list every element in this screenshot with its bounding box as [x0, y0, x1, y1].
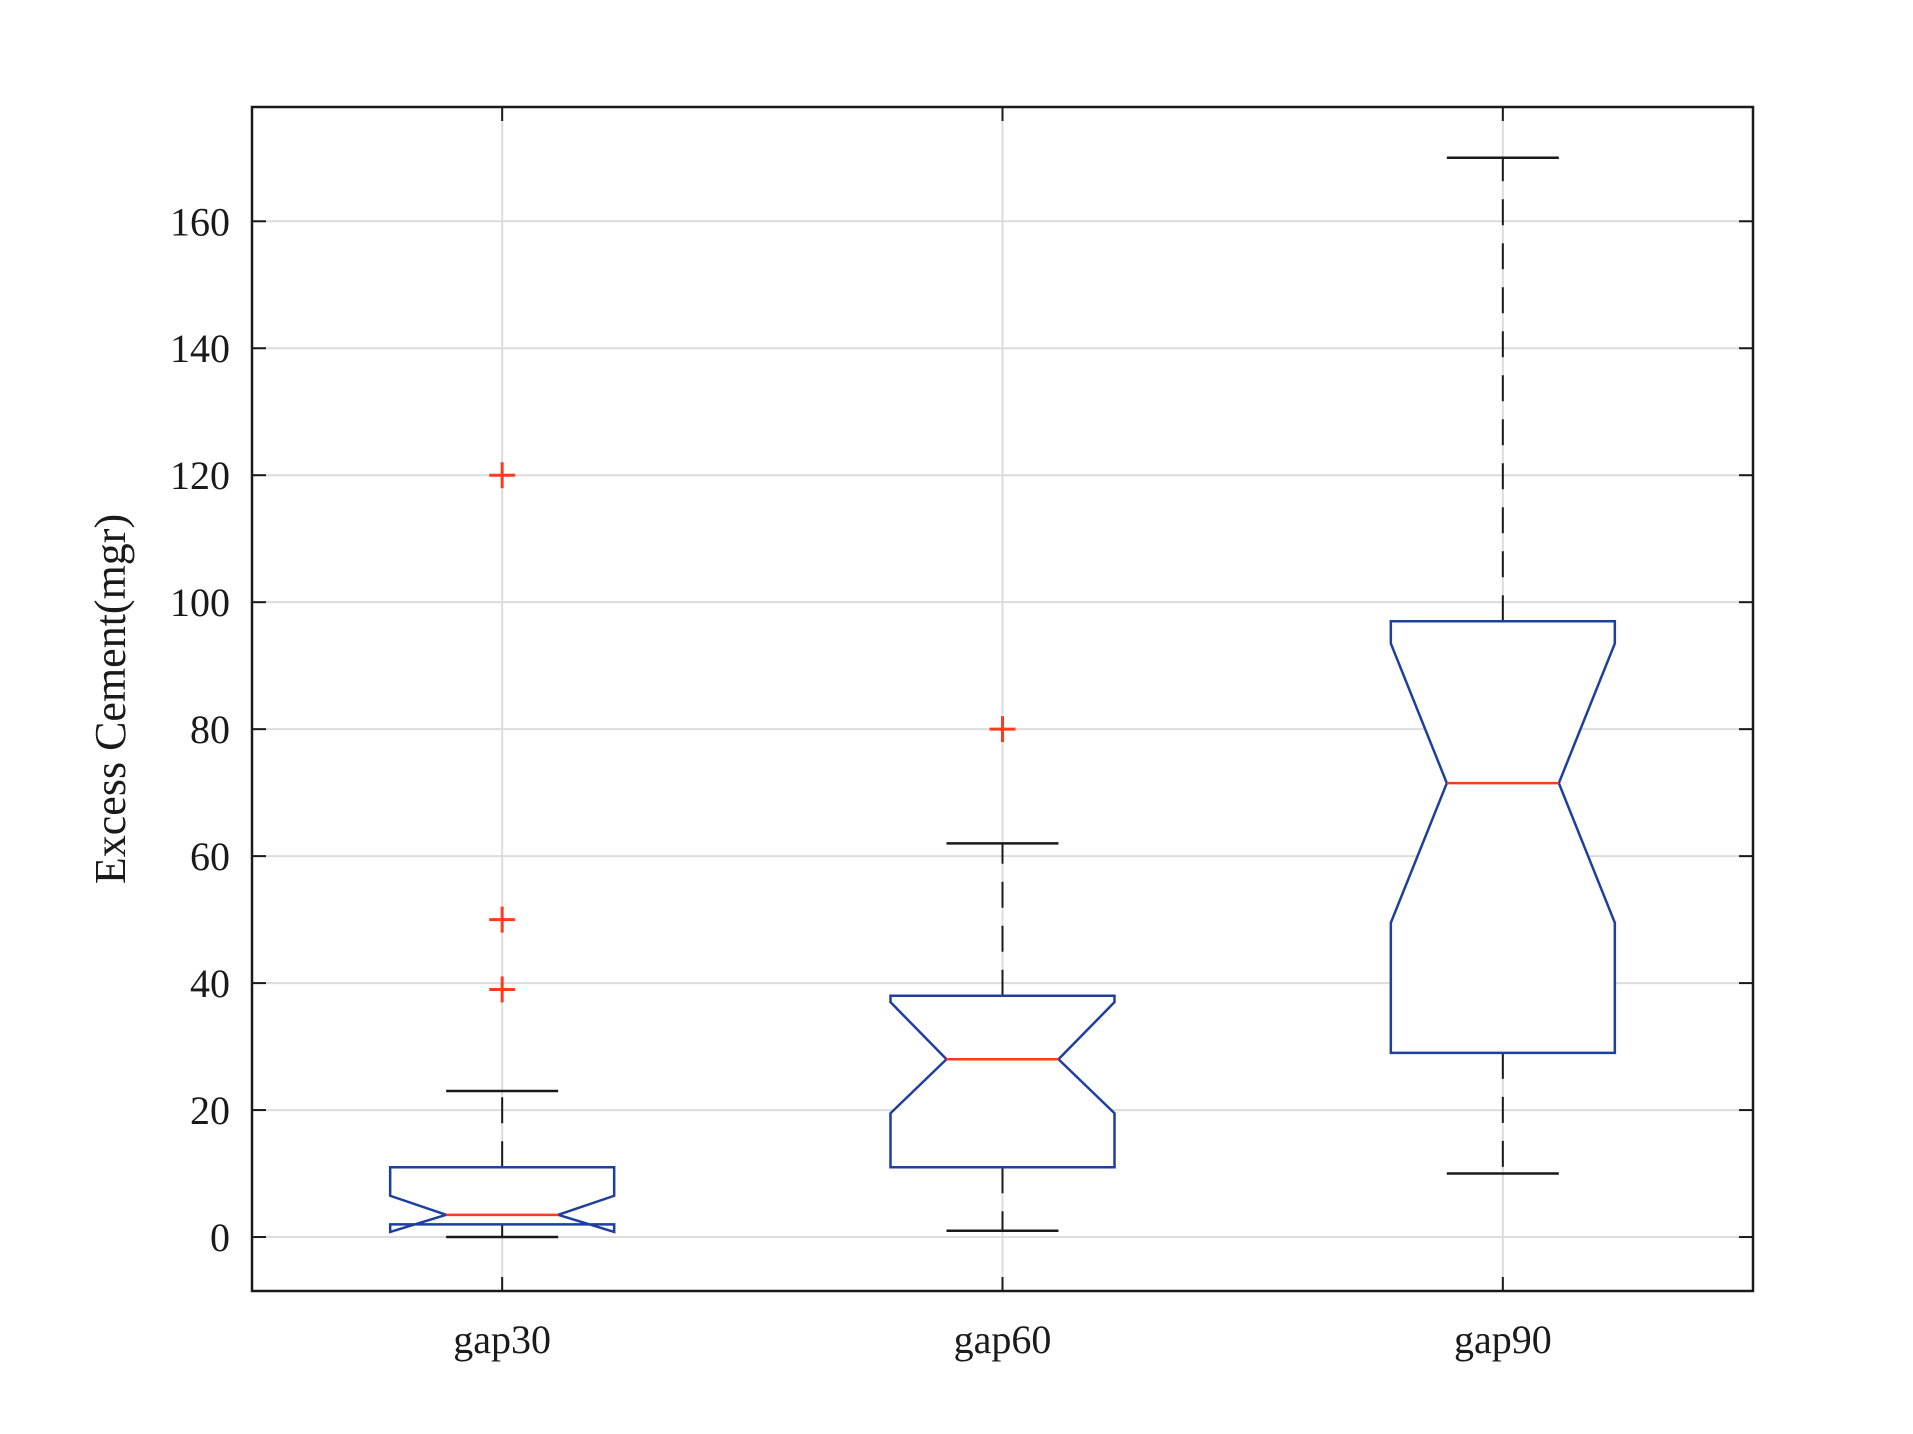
y-tick-label: 40 [190, 961, 230, 1006]
y-tick-label: 20 [190, 1088, 230, 1133]
outlier-marker [489, 906, 516, 933]
y-tick-label: 80 [190, 707, 230, 752]
y-axis-title: Excess Cement(mgr) [86, 514, 135, 884]
y-tick-label: 140 [170, 326, 230, 371]
box-gap90 [1389, 156, 1617, 1175]
box-body [388, 1165, 616, 1234]
x-tick-label: gap30 [453, 1317, 551, 1362]
outlier-marker [489, 976, 516, 1003]
box-gap30 [388, 462, 616, 1239]
box-gap60 [889, 716, 1116, 1232]
plot-frame [250, 105, 1755, 1293]
x-tick-label: gap60 [954, 1317, 1052, 1362]
y-tick-label: 160 [170, 199, 230, 244]
y-tick-label: 60 [190, 834, 230, 879]
outlier-marker [989, 716, 1016, 743]
boxes [388, 156, 1617, 1239]
axes: 0 20 40 60 80 100 120 140 160 gap30 gap60 gap90 [170, 105, 1755, 1362]
x-tick-label: gap90 [1454, 1317, 1552, 1362]
y-tick-label: 100 [170, 580, 230, 625]
outlier-marker [489, 462, 516, 489]
y-tick-label: 120 [170, 453, 230, 498]
y-tick-label: 0 [210, 1215, 230, 1260]
box-body [889, 994, 1116, 1169]
box-body [1389, 619, 1617, 1055]
